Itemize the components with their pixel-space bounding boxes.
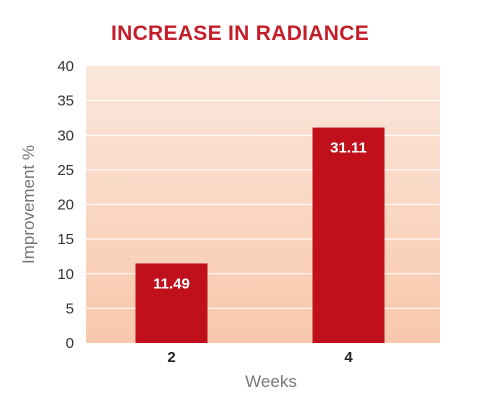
x-tick-label: 2 — [167, 349, 175, 366]
y-tick-label: 15 — [57, 231, 74, 248]
data-label: 11.49 — [153, 275, 190, 292]
x-tick-label: 4 — [344, 349, 353, 366]
y-tick-label: 0 — [66, 335, 74, 352]
y-tick-label: 5 — [66, 300, 74, 317]
chart-title: INCREASE IN RADIANCE — [110, 22, 370, 45]
y-tick-label: 35 — [57, 93, 74, 110]
y-axis-title: Improvement % — [19, 145, 38, 264]
bar-week-4 — [312, 127, 385, 343]
y-tick-label: 10 — [57, 266, 74, 283]
x-axis-title: Weeks — [245, 372, 297, 391]
y-tick-label: 40 — [57, 58, 74, 75]
y-tick-label: 25 — [57, 162, 74, 179]
y-tick-label: 20 — [57, 197, 74, 214]
bar-week-2 — [135, 263, 208, 343]
data-label: 31.11 — [330, 140, 367, 157]
y-tick-label: 30 — [57, 127, 74, 144]
